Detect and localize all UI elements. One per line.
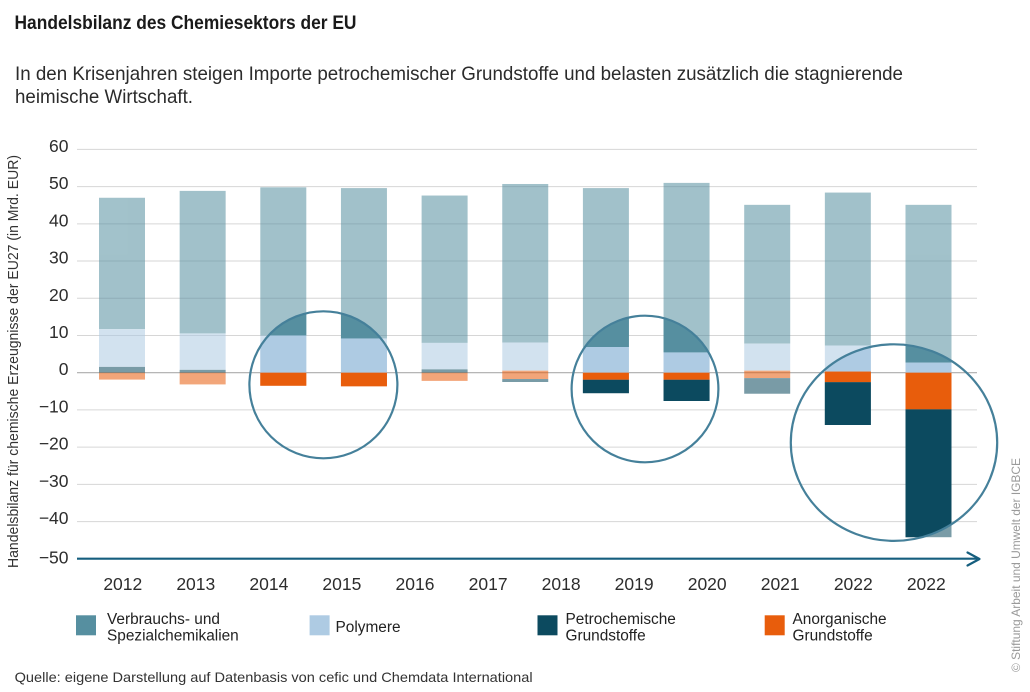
svg-text:2019: 2019 — [615, 574, 654, 594]
svg-text:2022: 2022 — [907, 574, 946, 594]
svg-text:2013: 2013 — [176, 574, 215, 594]
svg-text:Quelle: eigene Darstellung auf: Quelle: eigene Darstellung auf Datenbasi… — [15, 669, 533, 685]
svg-text:50: 50 — [49, 173, 69, 193]
svg-text:Petrochemische: Petrochemische — [566, 611, 676, 628]
svg-text:Handelsbilanz für chemische Er: Handelsbilanz für chemische Erzeugnisse … — [6, 155, 22, 568]
svg-text:© Stiftung Arbeit und Umwelt d: © Stiftung Arbeit und Umwelt der IGBCE — [1009, 458, 1023, 672]
svg-text:2014: 2014 — [249, 574, 288, 594]
svg-text:2015: 2015 — [322, 574, 361, 594]
svg-text:Anorganische: Anorganische — [793, 611, 887, 628]
svg-text:30: 30 — [49, 248, 69, 268]
svg-text:Spezialchemikalien: Spezialchemikalien — [107, 627, 239, 644]
svg-text:2016: 2016 — [396, 574, 435, 594]
svg-text:2020: 2020 — [688, 574, 727, 594]
svg-text:Grundstoffe: Grundstoffe — [793, 627, 873, 644]
svg-text:10: 10 — [49, 322, 69, 342]
svg-text:0: 0 — [59, 359, 69, 379]
svg-text:−30: −30 — [39, 471, 69, 491]
svg-text:40: 40 — [49, 210, 69, 230]
svg-text:Grundstoffe: Grundstoffe — [566, 627, 646, 644]
svg-text:2021: 2021 — [761, 574, 800, 594]
svg-text:2018: 2018 — [542, 574, 581, 594]
svg-text:heimische Wirtschaft.: heimische Wirtschaft. — [15, 86, 193, 108]
svg-text:60: 60 — [49, 136, 69, 156]
svg-text:20: 20 — [49, 285, 69, 305]
svg-text:−10: −10 — [39, 396, 69, 416]
svg-text:−50: −50 — [39, 548, 69, 568]
svg-text:2012: 2012 — [103, 574, 142, 594]
svg-text:2017: 2017 — [469, 574, 508, 594]
svg-text:−20: −20 — [39, 434, 69, 454]
svg-text:2022: 2022 — [834, 574, 873, 594]
svg-text:Verbrauchs- und: Verbrauchs- und — [107, 611, 220, 628]
svg-text:−40: −40 — [39, 508, 69, 528]
svg-text:Handelsbilanz des Chemiesektor: Handelsbilanz des Chemiesektors der EU — [15, 12, 357, 34]
svg-text:In den Krisenjahren steigen Im: In den Krisenjahren steigen Importe petr… — [15, 63, 903, 85]
svg-text:Polymere: Polymere — [336, 619, 401, 636]
